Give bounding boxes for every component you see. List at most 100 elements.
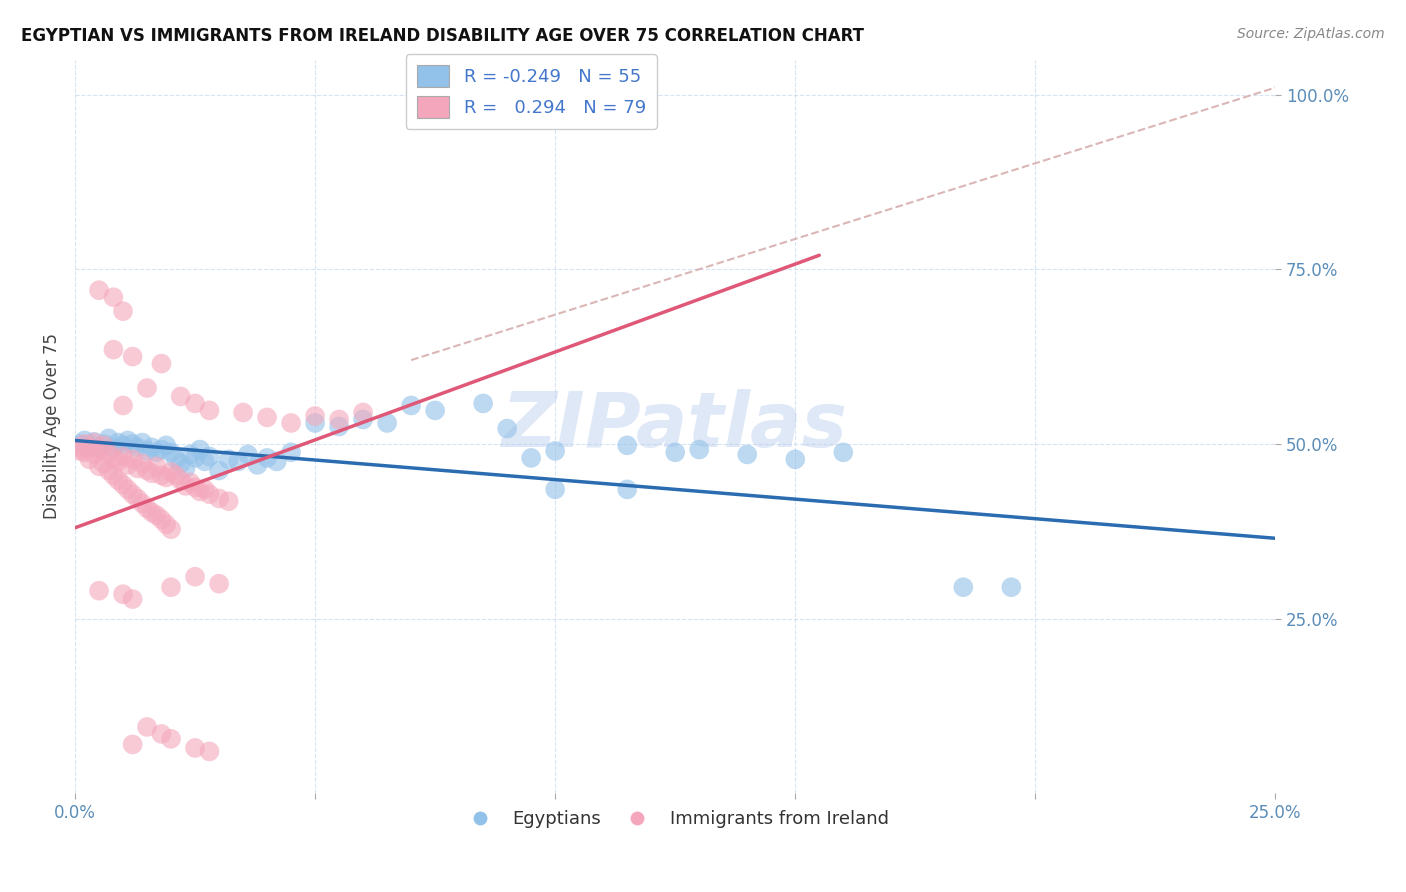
Point [83, 435, 105, 450]
Point [174, 461, 197, 475]
Point [155, 470, 177, 484]
Point [198, 487, 221, 501]
Point [256, 450, 278, 465]
Point [208, 463, 231, 477]
Point [208, 491, 231, 506]
Point [188, 442, 211, 457]
Point [103, 290, 125, 304]
Point [83, 447, 105, 461]
Point [150, 468, 173, 483]
Point [87, 283, 110, 297]
Point [280, 445, 302, 459]
Point [304, 416, 326, 430]
Point [544, 444, 567, 458]
Point [179, 447, 201, 461]
Point [121, 592, 143, 607]
Point [184, 396, 207, 410]
Point [184, 570, 207, 584]
Point [198, 403, 221, 417]
Point [127, 461, 149, 475]
Point [107, 454, 129, 468]
Point [111, 399, 134, 413]
Point [952, 580, 974, 594]
Point [328, 419, 350, 434]
Point [111, 304, 134, 318]
Point [194, 483, 217, 497]
Legend: Egyptians, Immigrants from Ireland: Egyptians, Immigrants from Ireland [454, 803, 896, 836]
Point [73, 437, 96, 451]
Point [111, 477, 134, 491]
Point [121, 452, 143, 467]
Point [87, 459, 110, 474]
Point [160, 731, 183, 746]
Point [136, 720, 159, 734]
Point [165, 452, 187, 467]
Point [160, 445, 183, 459]
Point [79, 441, 101, 455]
Point [188, 484, 211, 499]
Point [423, 403, 446, 417]
Point [179, 475, 201, 490]
Point [69, 441, 91, 455]
Point [150, 727, 173, 741]
Point [93, 437, 115, 451]
Point [141, 505, 163, 519]
Point [735, 447, 758, 461]
Point [304, 409, 326, 423]
Point [616, 438, 638, 452]
Point [688, 442, 710, 457]
Point [121, 350, 143, 364]
Point [236, 447, 259, 461]
Point [69, 444, 91, 458]
Point [93, 457, 115, 471]
Point [103, 441, 125, 455]
Point [121, 487, 143, 501]
Point [520, 450, 543, 465]
Point [160, 522, 183, 536]
Point [266, 454, 288, 468]
Point [121, 437, 143, 451]
Point [785, 452, 807, 467]
Point [399, 399, 422, 413]
Point [544, 483, 567, 497]
Point [169, 473, 191, 487]
Point [93, 438, 115, 452]
Point [145, 445, 167, 459]
Point [103, 343, 125, 357]
Point [352, 405, 374, 419]
Point [375, 416, 398, 430]
Y-axis label: Disability Age Over 75: Disability Age Over 75 [44, 334, 60, 519]
Point [107, 473, 129, 487]
Point [103, 450, 125, 465]
Point [87, 441, 110, 455]
Point [136, 501, 159, 516]
Point [97, 445, 120, 459]
Point [111, 587, 134, 601]
Point [155, 517, 177, 532]
Point [832, 445, 855, 459]
Point [141, 441, 163, 455]
Point [111, 438, 134, 452]
Point [664, 445, 686, 459]
Point [256, 410, 278, 425]
Point [472, 396, 495, 410]
Text: ZIPatlas: ZIPatlas [502, 390, 848, 464]
Point [226, 454, 249, 468]
Point [73, 445, 96, 459]
Point [145, 459, 167, 474]
Point [83, 434, 105, 449]
Point [97, 431, 120, 445]
Point [145, 508, 167, 523]
Point [160, 580, 183, 594]
Point [165, 468, 187, 483]
Point [218, 494, 240, 508]
Point [174, 479, 197, 493]
Point [198, 744, 221, 758]
Point [97, 463, 120, 477]
Point [79, 438, 101, 452]
Point [117, 458, 139, 472]
Point [150, 512, 173, 526]
Point [208, 576, 231, 591]
Point [87, 442, 110, 457]
Point [121, 738, 143, 752]
